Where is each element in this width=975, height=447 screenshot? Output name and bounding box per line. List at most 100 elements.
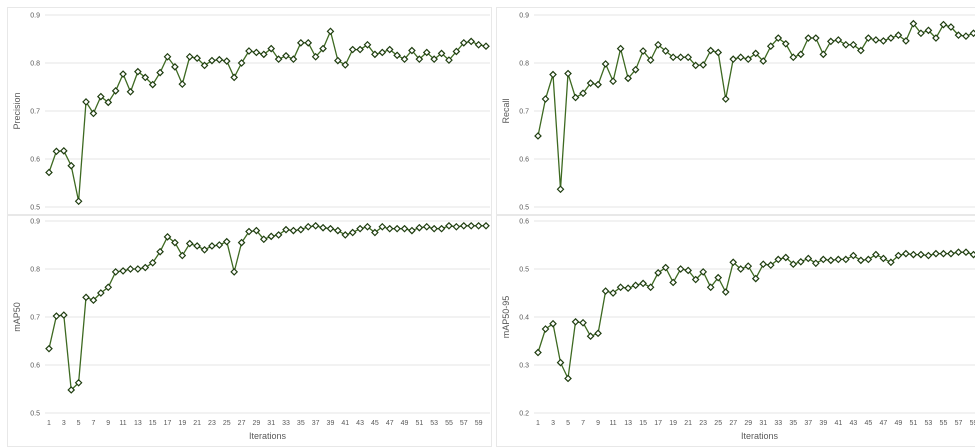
data-point-marker	[887, 258, 895, 267]
data-point-marker	[326, 224, 335, 233]
data-point-marker	[341, 231, 350, 239]
data-point-marker	[319, 44, 327, 53]
data-point-marker	[819, 255, 828, 264]
data-point-marker	[744, 262, 753, 270]
data-point-marker	[932, 249, 940, 258]
x-tick-label: 9	[596, 420, 600, 427]
data-point-marker	[811, 34, 820, 42]
data-point-marker	[200, 61, 209, 70]
data-point-marker	[879, 37, 888, 45]
x-tick-label: 17	[164, 420, 172, 427]
x-tick-label: 29	[744, 420, 752, 427]
x-tick-label: 5	[566, 420, 570, 427]
x-tick-label: 55	[445, 420, 453, 427]
x-tick-label: 41	[341, 420, 349, 427]
data-point-marker	[872, 36, 880, 44]
data-point-marker	[171, 62, 179, 71]
data-point-marker	[259, 235, 268, 244]
data-point-marker	[422, 222, 431, 231]
data-point-marker	[834, 255, 843, 264]
data-point-marker	[208, 56, 216, 65]
chart-border	[7, 7, 492, 215]
y-tick-label: 0.9	[30, 13, 40, 20]
data-point-marker	[408, 226, 416, 235]
data-point-marker	[437, 49, 446, 58]
y-tick-label: 0.5	[519, 205, 529, 212]
data-point-marker	[691, 275, 700, 284]
data-point-marker	[289, 226, 298, 235]
data-point-marker	[156, 68, 164, 77]
data-point-marker	[841, 255, 850, 264]
data-point-marker	[954, 248, 963, 257]
data-point-marker	[445, 56, 453, 64]
data-point-marker	[774, 34, 783, 42]
x-tick-label: 43	[849, 420, 857, 427]
data-point-marker	[104, 283, 113, 292]
x-tick-label: 19	[669, 420, 677, 427]
data-point-marker	[156, 247, 164, 256]
data-point-marker	[932, 34, 940, 42]
data-point-marker	[185, 52, 194, 61]
data-point-marker	[601, 287, 610, 295]
x-tick-label: 33	[774, 420, 782, 427]
data-point-marker	[430, 224, 439, 233]
data-point-marker	[363, 40, 372, 49]
x-tick-label: 27	[729, 420, 737, 427]
y-tick-label: 0.5	[30, 205, 40, 212]
data-point-marker	[208, 242, 216, 250]
data-point-marker	[669, 278, 678, 287]
data-point-marker	[178, 251, 187, 260]
data-point-marker	[534, 348, 542, 357]
data-point-marker	[661, 47, 670, 55]
x-tick-label: 27	[238, 420, 246, 427]
data-point-marker	[371, 228, 379, 237]
data-point-marker	[59, 311, 68, 319]
data-point-marker	[230, 73, 239, 82]
data-point-marker	[774, 255, 783, 264]
data-point-marker	[274, 55, 283, 64]
data-point-marker	[178, 80, 187, 88]
data-point-marker	[796, 50, 805, 59]
data-point-marker	[200, 245, 209, 254]
data-point-marker	[437, 224, 446, 233]
data-point-marker	[586, 79, 595, 88]
data-point-marker	[939, 249, 948, 258]
data-point-marker	[902, 249, 910, 258]
data-point-marker	[296, 225, 305, 234]
x-tick-label: 25	[714, 420, 722, 427]
data-point-marker	[751, 49, 760, 58]
data-point-marker	[237, 238, 246, 247]
x-tick-label: 57	[955, 420, 963, 427]
series-line	[537, 22, 975, 190]
data-point-marker	[52, 312, 61, 320]
data-point-marker	[541, 325, 550, 333]
data-point-marker	[857, 46, 865, 55]
data-point-marker	[721, 95, 730, 103]
data-point-marker	[917, 250, 925, 259]
y-tick-label: 0.5	[519, 267, 529, 274]
data-point-marker	[148, 258, 157, 267]
data-point-marker	[894, 251, 903, 260]
data-point-marker	[819, 50, 828, 59]
data-point-marker	[766, 261, 775, 270]
data-point-marker	[459, 221, 468, 230]
y-tick-label: 0.6	[519, 219, 529, 226]
x-tick-label: 33	[282, 420, 290, 427]
data-point-marker	[393, 51, 401, 60]
data-point-marker	[119, 70, 127, 78]
data-point-marker	[341, 61, 350, 69]
data-point-marker	[616, 283, 625, 292]
data-point-marker	[467, 37, 476, 46]
data-point-marker	[185, 239, 194, 248]
data-point-marker	[917, 29, 925, 38]
data-point-marker	[571, 317, 580, 326]
data-point-marker	[126, 265, 135, 273]
data-point-marker	[714, 48, 723, 57]
data-point-marker	[909, 19, 918, 28]
data-point-marker	[849, 40, 858, 49]
x-tick-label: 37	[312, 420, 320, 427]
data-point-marker	[609, 77, 617, 86]
data-point-marker	[385, 45, 394, 54]
x-tick-label: 25	[223, 420, 231, 427]
x-tick-label: 57	[460, 420, 468, 427]
